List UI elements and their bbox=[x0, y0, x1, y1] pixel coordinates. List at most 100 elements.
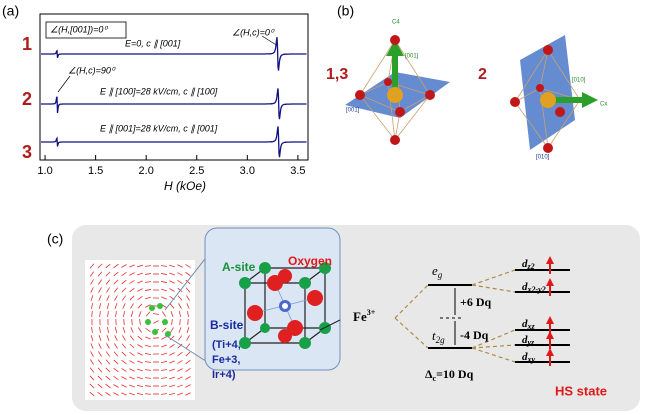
field-arrow bbox=[144, 377, 152, 379]
field-arrow bbox=[144, 288, 152, 292]
field-arrow bbox=[98, 351, 102, 357]
orbital-label: dxy bbox=[522, 351, 536, 364]
orbital-base: d bbox=[522, 258, 528, 270]
field-arrow bbox=[105, 383, 111, 389]
field-arrow bbox=[161, 344, 167, 348]
text: c bbox=[433, 374, 437, 383]
field-arrow bbox=[129, 384, 135, 388]
field-arrow bbox=[105, 263, 111, 269]
field-arrow bbox=[130, 303, 134, 309]
field-arrow bbox=[177, 343, 183, 349]
field-arrow bbox=[98, 302, 102, 310]
vector-field bbox=[89, 263, 191, 397]
field-arrow bbox=[113, 279, 119, 285]
orbital-label: dxz bbox=[522, 318, 536, 331]
field-arrow bbox=[90, 351, 94, 357]
field-arrow bbox=[106, 326, 110, 334]
field-arrow bbox=[153, 320, 159, 324]
field-arrow bbox=[186, 303, 190, 309]
field-arrow bbox=[139, 318, 141, 326]
field-arrow bbox=[129, 368, 135, 372]
field-arrow bbox=[144, 344, 152, 348]
field-arrow bbox=[161, 336, 167, 340]
field-arrow bbox=[91, 326, 93, 334]
field-arrow bbox=[185, 376, 191, 380]
field-arrow bbox=[160, 280, 168, 284]
orbital-base: d bbox=[522, 334, 528, 346]
level-label: t2g bbox=[432, 328, 445, 345]
field-arrow bbox=[89, 383, 95, 389]
field-arrow bbox=[97, 359, 103, 365]
orbital-sub: xy bbox=[527, 355, 536, 364]
field-arrow bbox=[137, 335, 143, 341]
field-arrow bbox=[136, 376, 144, 380]
field-arrow bbox=[137, 368, 143, 372]
field-arrow bbox=[185, 271, 191, 277]
field-arrow bbox=[89, 391, 95, 397]
field-arrow bbox=[168, 392, 176, 396]
pointer bbox=[261, 35, 279, 47]
field-arrow bbox=[187, 310, 189, 318]
plane-label: [010] bbox=[536, 155, 550, 161]
field-arrow bbox=[160, 369, 168, 371]
ion-list: (Ti+4, bbox=[212, 339, 241, 351]
field-arrow bbox=[145, 336, 151, 340]
field-arrow bbox=[177, 384, 183, 388]
orbital-base: d bbox=[522, 351, 528, 363]
ion-list: Ir+4) bbox=[212, 369, 236, 381]
field-arrow bbox=[186, 335, 190, 341]
orbital-label: dx2-y2 bbox=[522, 281, 546, 294]
splitting-label: Δc=10 Dq bbox=[425, 367, 474, 383]
field-arrow bbox=[121, 279, 127, 285]
field-arrow bbox=[97, 375, 103, 381]
field-arrow bbox=[169, 303, 175, 309]
field-arrow bbox=[137, 303, 143, 309]
text: t bbox=[432, 328, 436, 343]
plane-label: [001] bbox=[346, 108, 360, 114]
site-label: A-site bbox=[222, 260, 256, 274]
annotation: E ∥ [100]=28 kV/cm, c ∥ [100] bbox=[100, 86, 218, 96]
field-arrow bbox=[169, 344, 175, 348]
field-arrow bbox=[137, 360, 143, 364]
field-arrow bbox=[145, 296, 151, 300]
field-arrow bbox=[168, 384, 176, 388]
text: g bbox=[438, 270, 443, 280]
field-arrow bbox=[113, 359, 119, 365]
site-label: Oxygen bbox=[288, 254, 332, 268]
field-arrow bbox=[138, 311, 142, 317]
row-label: 3 bbox=[22, 142, 32, 162]
field-arrow bbox=[169, 288, 175, 292]
x-tick-label: 1.0 bbox=[37, 165, 52, 177]
field-arrow bbox=[97, 391, 103, 397]
field-arrow bbox=[169, 352, 175, 356]
x-tick-label: 2.5 bbox=[189, 165, 204, 177]
x-tick-label: 3.0 bbox=[240, 165, 255, 177]
field-arrow bbox=[106, 295, 110, 301]
panel-label: (b) bbox=[337, 3, 354, 19]
field-arrow bbox=[144, 273, 152, 275]
field-arrow bbox=[98, 287, 102, 293]
field-arrow bbox=[113, 375, 119, 381]
field-arrow bbox=[161, 288, 167, 292]
orbital-sub: xz bbox=[527, 322, 536, 331]
x-axis-label: H (kOe) bbox=[164, 179, 206, 193]
field-arrow bbox=[121, 264, 127, 268]
field-arrow bbox=[90, 343, 94, 349]
field-arrow bbox=[121, 376, 127, 380]
field-arrow bbox=[114, 326, 118, 334]
field-arrow bbox=[97, 367, 103, 373]
row-label: 1,3 bbox=[326, 66, 348, 83]
field-arrow bbox=[106, 287, 110, 293]
x-axis: 1.0 1.5 2.0 2.5 3.0 3.5 bbox=[37, 155, 306, 177]
state-label: HS state bbox=[555, 383, 607, 398]
field-arrow bbox=[185, 368, 191, 372]
field-arrow bbox=[136, 384, 144, 388]
field-arrow bbox=[144, 265, 152, 267]
text: Δ bbox=[425, 367, 433, 381]
x-tick-label: 2.0 bbox=[139, 165, 154, 177]
annotation: E ∥ [001]=28 kV/cm, c ∥ [001] bbox=[100, 123, 218, 133]
annotation: ∠(H,c)=90⁰ bbox=[68, 65, 116, 75]
panel-label: (a) bbox=[2, 3, 19, 19]
field-arrow bbox=[97, 271, 103, 277]
field-arrow bbox=[144, 385, 152, 387]
